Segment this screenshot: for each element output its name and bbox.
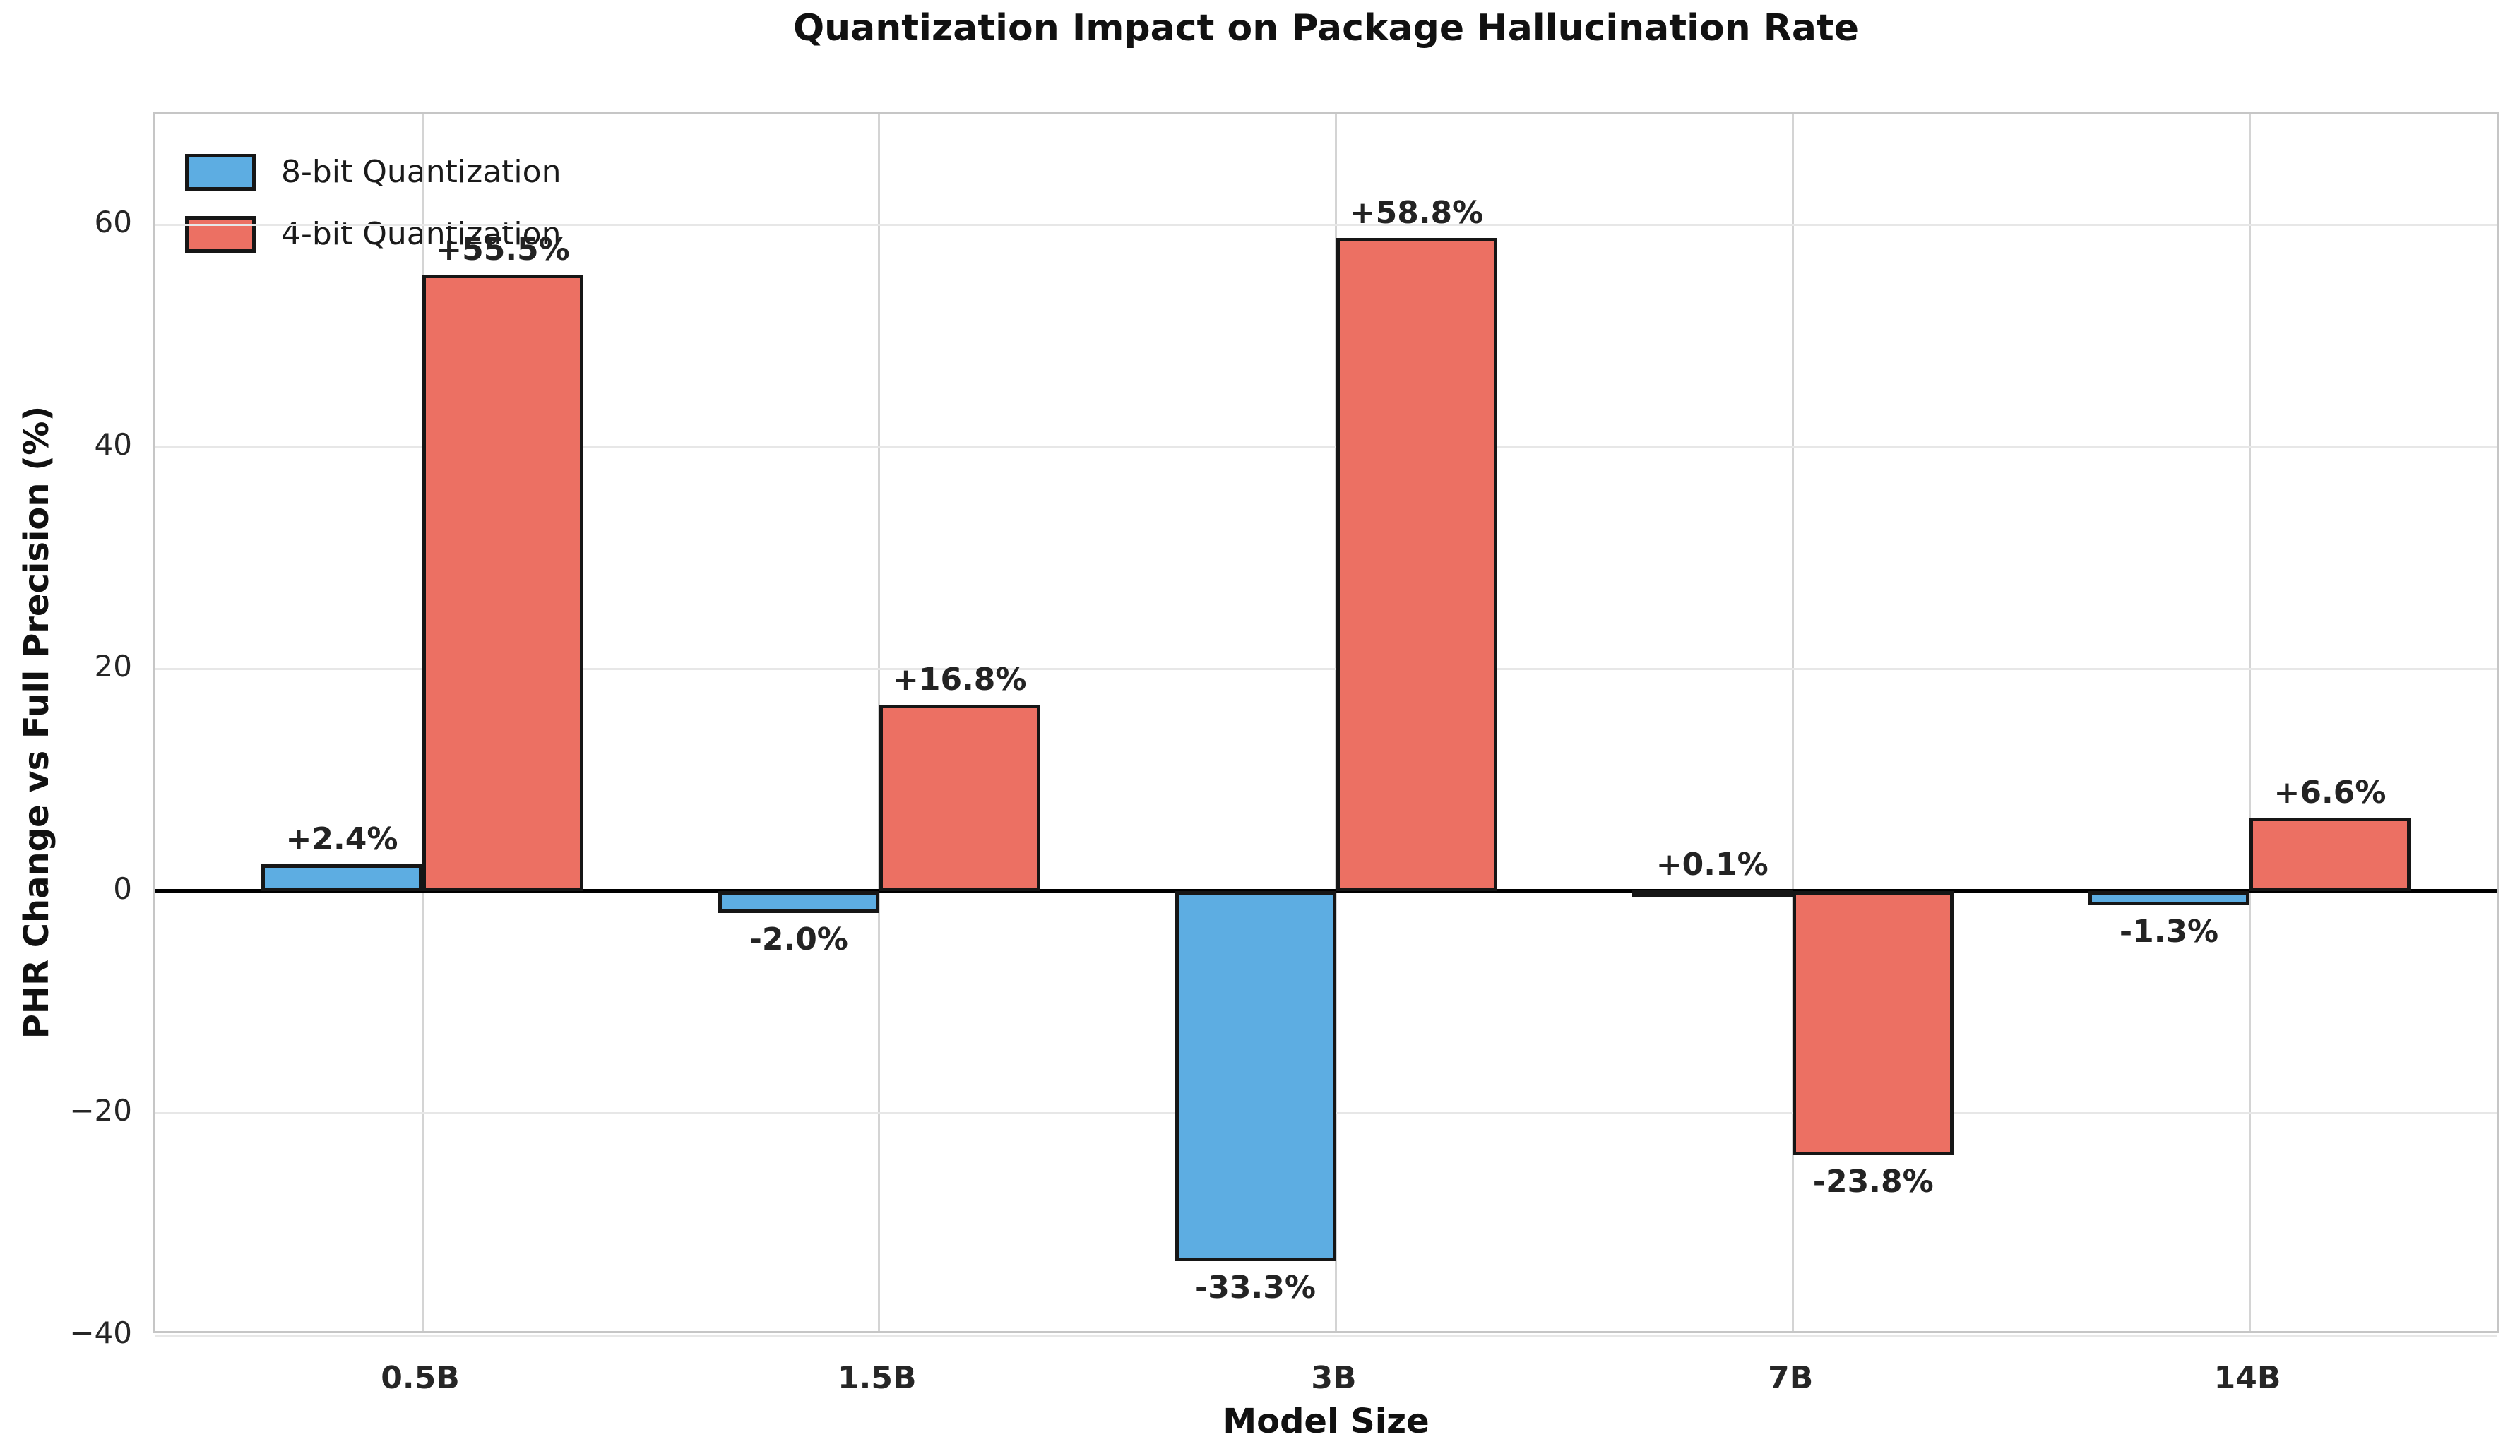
- bar-value-label: -1.3%: [2119, 914, 2219, 950]
- chart-title: Quantization Impact on Package Hallucina…: [792, 7, 1860, 49]
- gridline-horizontal: [155, 667, 2497, 670]
- bar-8-bit-7B: [1632, 890, 1793, 897]
- bar-value-label: +55.5%: [436, 232, 570, 268]
- bar-value-label: +2.4%: [285, 821, 398, 858]
- x-tick-label: 14B: [2213, 1360, 2281, 1396]
- y-tick-label: −20: [69, 1093, 132, 1128]
- x-tick-label: 0.5B: [381, 1360, 460, 1396]
- gridline-vertical: [2248, 114, 2251, 1331]
- gridline-horizontal: [155, 223, 2497, 226]
- bar-value-label: +16.8%: [892, 661, 1027, 698]
- x-tick-label: 3B: [1311, 1360, 1357, 1396]
- legend-item-8bit: 8-bit Quantization: [185, 150, 561, 194]
- bar-4-bit-7B: [1793, 890, 1954, 1156]
- bar-4-bit-1.5B: [879, 704, 1040, 891]
- legend-item-4bit: 4-bit Quantization: [185, 213, 561, 256]
- gridline-vertical: [1791, 114, 1794, 1331]
- legend: 8-bit Quantization 4-bit Quantization: [185, 150, 561, 256]
- plot-area: 8-bit Quantization 4-bit Quantization +2…: [153, 112, 2499, 1337]
- bar-value-label: -2.0%: [749, 921, 848, 958]
- y-tick-label: 0: [113, 871, 132, 906]
- bar-8-bit-0.5B: [261, 864, 422, 891]
- y-axis-label: PHR Change vs Full Precision (%): [17, 405, 57, 1039]
- legend-label-4bit: 4-bit Quantization: [281, 216, 561, 252]
- bar-value-label: +0.1%: [1656, 847, 1769, 883]
- bar-value-label: +58.8%: [1349, 195, 1484, 232]
- bar-8-bit-3B: [1175, 890, 1336, 1261]
- bar-value-label: -33.3%: [1195, 1269, 1316, 1306]
- bar-8-bit-1.5B: [718, 890, 879, 914]
- bar-8-bit-14B: [2088, 890, 2249, 906]
- x-axis-label: Model Size: [1223, 1402, 1430, 1441]
- bar-4-bit-0.5B: [422, 275, 583, 891]
- x-tick-label: 7B: [1768, 1360, 1814, 1396]
- y-tick-label: 20: [94, 649, 132, 684]
- legend-label-8bit: 8-bit Quantization: [281, 154, 561, 190]
- legend-swatch-4bit-icon: [185, 216, 256, 253]
- gridline-horizontal: [155, 446, 2497, 448]
- y-tick-label: 60: [94, 205, 132, 240]
- bar-4-bit-3B: [1336, 238, 1497, 891]
- bar-value-label: -23.8%: [1812, 1164, 1934, 1200]
- gridline-horizontal: [155, 1334, 2497, 1337]
- y-tick-label: 40: [94, 426, 132, 462]
- x-tick-label: 1.5B: [838, 1360, 917, 1396]
- bar-value-label: +6.6%: [2274, 775, 2387, 811]
- y-tick-label: −40: [69, 1315, 132, 1350]
- legend-swatch-8bit-icon: [185, 154, 256, 191]
- bar-4-bit-14B: [2249, 818, 2411, 891]
